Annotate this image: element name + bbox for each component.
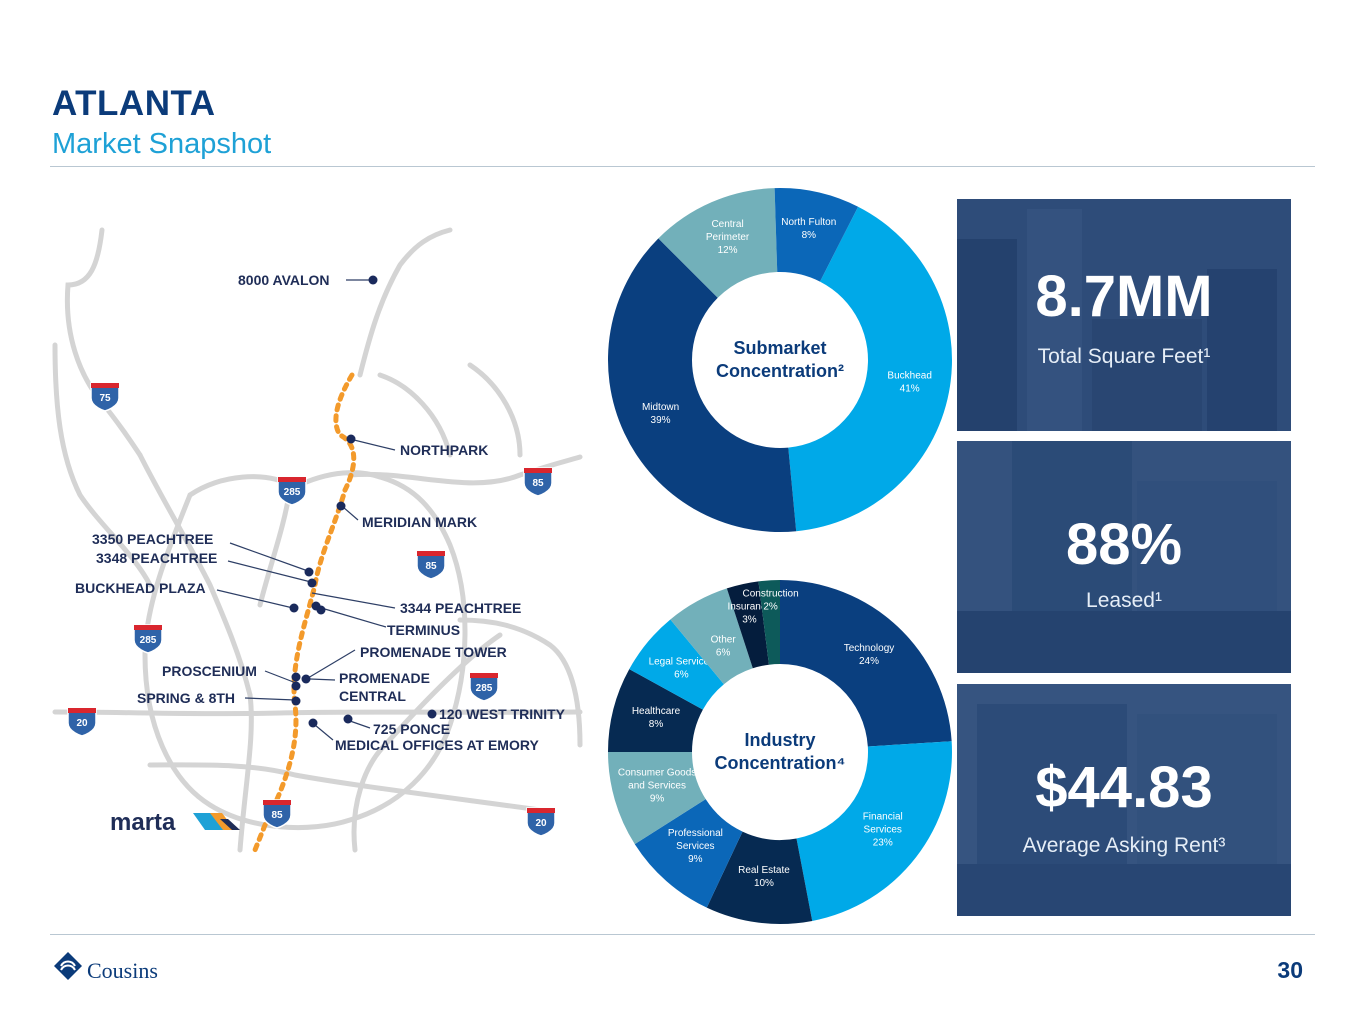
stat-label: Total Square Feet¹ xyxy=(1037,345,1211,368)
map-label: PROMENADE TOWER xyxy=(360,644,507,660)
property-dots xyxy=(289,275,437,728)
stat-card-square-feet: 8.7MM Total Square Feet¹ xyxy=(957,199,1291,431)
map-label: PROMENADE xyxy=(339,670,430,686)
map-labels: 8000 AVALON NORTHPARK MERIDIAN MARK 3350… xyxy=(75,272,566,753)
map-label: 3348 PEACHTREE xyxy=(96,550,217,566)
interstate-shield-label: 285 xyxy=(140,635,157,646)
interstate-shield-label: 75 xyxy=(99,393,111,404)
marta-rail-line xyxy=(252,372,357,853)
submarket-donut-chart: Buckhead 41% Midtown 39% Central Perimeter 12%… xyxy=(607,188,952,532)
slice-label: Central Perimeter 12% xyxy=(706,219,750,256)
slice-label: Insurance 3% xyxy=(727,601,771,625)
industry-donut-chart: Technology 24% Financial Services 23% Real Es… xyxy=(608,580,952,924)
map-label: 3350 PEACHTREE xyxy=(92,531,213,547)
map-label: SPRING & 8TH xyxy=(137,690,235,706)
map-label: 120 WEST TRINITY xyxy=(439,706,566,722)
donut-slice xyxy=(774,188,859,282)
stat-card-asking-rent: $44.83 Average Asking Rent³ xyxy=(957,684,1291,916)
interstate-shield-icon: 85 xyxy=(523,467,553,497)
slice-label: Construction 2% xyxy=(743,588,799,612)
slice-label: Financial Services 23% xyxy=(863,812,903,849)
interstate-shield-label: 85 xyxy=(532,478,544,489)
map-label: 725 PONCE xyxy=(373,721,450,737)
interstate-shield-label: 20 xyxy=(76,718,88,729)
donut-slice xyxy=(796,741,952,921)
atlanta-map: 8000 AVALON NORTHPARK MERIDIAN MARK 3350… xyxy=(52,227,583,853)
slice-label: Real Estate 10% xyxy=(738,865,790,889)
interstate-shield-icon: 20 xyxy=(526,807,556,837)
donut-center-title: Submarket xyxy=(733,338,826,358)
slice-label: Legal Services 6% xyxy=(649,656,715,680)
stat-value: 8.7MM xyxy=(1035,264,1213,329)
donut-center-title: Concentration⁴ xyxy=(715,753,846,773)
svg-text:Cousins: Cousins xyxy=(87,958,158,983)
interstate-shield-icon: 285 xyxy=(469,672,499,702)
page-number: 30 xyxy=(1277,957,1303,983)
interstate-shield-icon: 20 xyxy=(67,707,97,737)
donut-slice xyxy=(788,206,952,532)
stat-value: 88% xyxy=(1065,512,1183,577)
interstate-shield-icon: 285 xyxy=(133,624,163,654)
interstate-shield-icon: 75 xyxy=(90,382,120,412)
interstate-shield-label: 285 xyxy=(476,683,493,694)
donut-slice xyxy=(670,588,753,685)
footer-divider xyxy=(50,934,1315,935)
donut-slice xyxy=(706,831,813,924)
interstate-shield-label: 285 xyxy=(284,487,301,498)
donut-slice xyxy=(658,188,778,298)
interstate-shield-icon: 85 xyxy=(416,550,446,580)
map-label: BUCKHEAD PLAZA xyxy=(75,580,206,596)
interstate-shield-icon: 285 xyxy=(277,476,307,506)
slice-label: Technology 24% xyxy=(844,643,895,667)
donut-slice xyxy=(629,619,724,710)
building-photo xyxy=(957,684,1291,916)
slice-label: Buckhead 41% xyxy=(887,371,931,395)
donut-slice xyxy=(726,581,769,669)
slice-label: North Fulton 8% xyxy=(781,217,836,241)
stat-label: Leased¹ xyxy=(1086,589,1162,612)
header-divider xyxy=(50,166,1315,167)
callout-lines xyxy=(216,279,396,741)
map-label: TERMINUS xyxy=(387,622,460,638)
map-label: 8000 AVALON xyxy=(238,272,330,288)
donut-slice xyxy=(607,238,797,532)
stat-card-leased: 88% Leased¹ xyxy=(957,441,1291,673)
donut-slice xyxy=(608,669,703,752)
stat-value: $44.83 xyxy=(1035,755,1213,820)
slice-label: Consumer Goods and Services 9% xyxy=(618,768,696,805)
donut-slice xyxy=(634,799,743,908)
interstate-shield-label: 85 xyxy=(271,810,283,821)
interstate-shield-label: 85 xyxy=(425,561,437,572)
stat-label: Average Asking Rent³ xyxy=(1022,834,1226,857)
map-label: PROSCENIUM xyxy=(162,663,257,679)
donut-slice xyxy=(758,580,780,665)
map-label: 3344 PEACHTREE xyxy=(400,600,521,616)
cousins-logo: Cousins xyxy=(54,952,158,983)
page-subtitle: Market Snapshot xyxy=(52,128,272,160)
map-label: MERIDIAN MARK xyxy=(362,514,477,530)
marta-logo: marta xyxy=(110,809,240,836)
slice-label: Healthcare 8% xyxy=(632,706,681,730)
slice-label: Midtown 39% xyxy=(642,402,679,426)
slice-label: Other 6% xyxy=(711,635,737,659)
interstate-shield-label: 20 xyxy=(535,818,547,829)
map-label: MEDICAL OFFICES AT EMORY xyxy=(335,737,539,753)
donut-slice xyxy=(608,752,706,845)
slice-label: Professional Services 9% xyxy=(668,828,723,865)
building-photo xyxy=(957,441,1291,673)
map-label: CENTRAL xyxy=(339,688,406,704)
page-title: ATLANTA xyxy=(52,84,216,123)
donut-center-title: Concentration² xyxy=(716,361,844,381)
donut-slice xyxy=(780,580,952,747)
interstate-shield-icon: 85 xyxy=(262,799,292,829)
donut-center-title: Industry xyxy=(744,730,815,750)
svg-text:marta: marta xyxy=(110,809,176,836)
interstate-shields: 75 285 85 85 285 285 20 85 20 xyxy=(67,382,556,837)
building-photo xyxy=(957,199,1291,431)
map-label: NORTHPARK xyxy=(400,442,488,458)
